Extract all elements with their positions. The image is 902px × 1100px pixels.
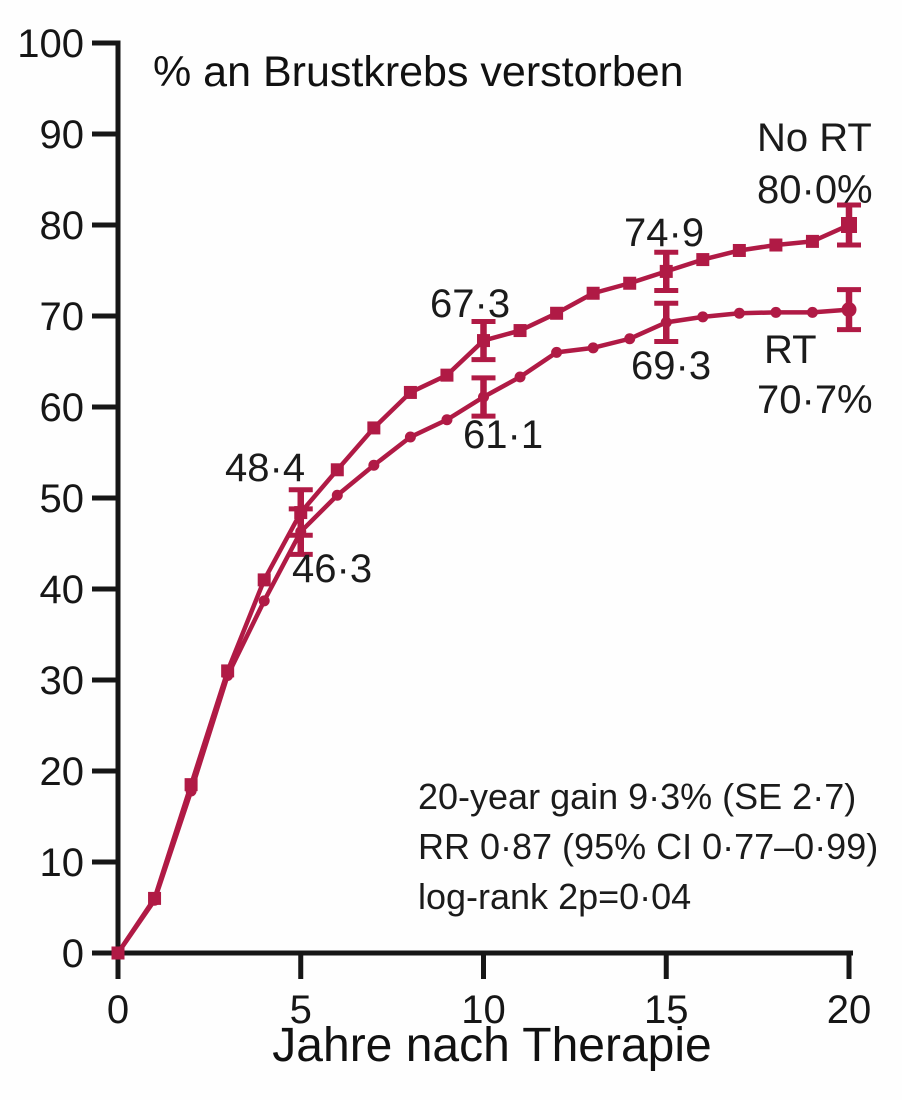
y-axis-tick-label: 60 xyxy=(40,386,85,430)
marker-circle-rt-year-2 xyxy=(185,785,197,797)
marker-circle-rt-year-5 xyxy=(295,526,307,538)
marker-circle-rt-year-3 xyxy=(222,669,234,681)
marker-square-no-rt-year-20 xyxy=(841,217,857,233)
marker-circle-rt-year-0 xyxy=(112,947,124,959)
series-value-no-rt: 80·0% xyxy=(757,168,873,212)
marker-square-no-rt-year-15 xyxy=(659,264,673,278)
marker-circle-rt-year-16 xyxy=(697,311,709,323)
stats-line-logrank: log-rank 2p=0·04 xyxy=(418,876,692,917)
chart-title: % an Brustkrebs verstorben xyxy=(153,48,684,96)
marker-square-no-rt-year-8 xyxy=(403,385,417,399)
marker-square-no-rt-year-17 xyxy=(732,243,746,257)
x-axis-tick-label: 5 xyxy=(290,988,312,1032)
x-axis-tick-label: 0 xyxy=(107,988,129,1032)
marker-square-no-rt-year-7 xyxy=(367,421,381,435)
y-axis-tick-label: 50 xyxy=(40,477,85,521)
y-axis-tick-label: 90 xyxy=(40,113,85,157)
marker-circle-rt-year-6 xyxy=(331,489,343,501)
marker-circle-rt-year-1 xyxy=(149,894,161,906)
marker-circle-rt-year-14 xyxy=(624,333,636,345)
marker-square-no-rt-year-16 xyxy=(696,253,710,267)
series-value-rt: 70·7% xyxy=(757,378,873,422)
y-axis-tick-label: 100 xyxy=(17,22,84,66)
x-axis-tick-label: 10 xyxy=(461,988,506,1032)
marker-circle-rt-year-10 xyxy=(478,391,489,403)
marker-circle-rt-year-4 xyxy=(258,595,270,607)
marker-square-no-rt-year-19 xyxy=(805,234,819,248)
y-axis-tick-label: 80 xyxy=(40,204,85,248)
stats-line-gain: 20-year gain 9·3% (SE 2·7) xyxy=(418,776,857,817)
marker-circle-rt-year-11 xyxy=(514,371,526,383)
point-label-rt-year-15: 69·3 xyxy=(631,344,712,388)
marker-circle-rt-year-18 xyxy=(770,306,782,318)
marker-circle-rt-year-12 xyxy=(551,346,563,358)
marker-square-no-rt-year-4 xyxy=(257,573,271,587)
marker-circle-rt-year-15 xyxy=(660,316,672,328)
marker-square-no-rt-year-18 xyxy=(769,238,783,252)
stats-line-rr: RR 0·87 (95% CI 0·77–0·99) xyxy=(418,826,879,867)
marker-circle-rt-year-8 xyxy=(404,431,416,443)
y-axis-tick-label: 10 xyxy=(40,841,85,885)
point-label-rt-year-10: 61·1 xyxy=(463,413,544,457)
marker-square-no-rt-year-5 xyxy=(294,506,308,520)
point-label-no-rt-year-15: 74·9 xyxy=(624,211,705,255)
y-axis-tick-label: 20 xyxy=(40,750,85,794)
y-axis-tick-label: 40 xyxy=(40,568,85,612)
marker-circle-rt-year-19 xyxy=(806,306,818,318)
marker-square-no-rt-year-13 xyxy=(586,286,600,300)
marker-square-no-rt-year-10 xyxy=(477,334,490,348)
point-label-rt-year-5: 46·3 xyxy=(292,547,373,591)
x-axis-title: Jahre nach Therapie xyxy=(272,1019,712,1072)
y-axis-tick-label: 30 xyxy=(40,659,85,703)
series-label-rt: RT xyxy=(764,328,817,372)
marker-square-no-rt-year-6 xyxy=(330,463,344,477)
x-axis-tick-label: 20 xyxy=(827,988,872,1032)
marker-square-no-rt-year-14 xyxy=(623,276,637,290)
marker-circle-rt-year-9 xyxy=(441,414,453,426)
series-label-no-rt: No RT xyxy=(757,116,872,160)
marker-circle-rt-year-20 xyxy=(841,302,857,318)
stats-box: 20-year gain 9·3% (SE 2·7) RR 0·87 (95% … xyxy=(418,772,878,922)
marker-square-no-rt-year-9 xyxy=(440,368,454,382)
marker-circle-rt-year-17 xyxy=(733,307,745,319)
point-label-no-rt-year-5: 48·4 xyxy=(225,446,306,490)
y-axis-tick-label: 0 xyxy=(62,932,84,976)
marker-circle-rt-year-13 xyxy=(587,342,599,354)
x-axis-tick-label: 15 xyxy=(644,988,689,1032)
marker-square-no-rt-year-12 xyxy=(550,306,564,320)
marker-circle-rt-year-7 xyxy=(368,459,380,471)
point-label-no-rt-year-10: 67·3 xyxy=(430,282,511,326)
y-axis-tick-label: 70 xyxy=(40,295,85,339)
marker-square-no-rt-year-11 xyxy=(513,324,527,338)
